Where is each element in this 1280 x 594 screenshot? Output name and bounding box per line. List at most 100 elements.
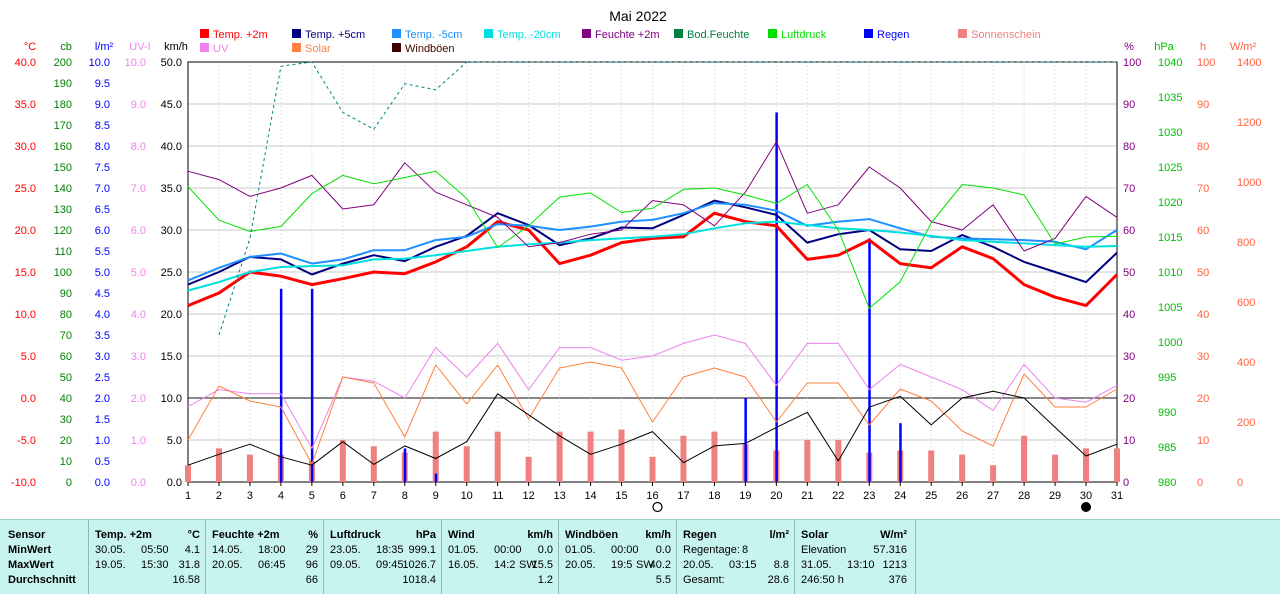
legend-label: Windböen bbox=[405, 43, 455, 55]
wind-avg-value: 1.2 bbox=[537, 574, 553, 586]
axis-label-temp: °C bbox=[24, 41, 36, 53]
legend-swatch bbox=[392, 29, 401, 38]
wind-min-date: 01.05. bbox=[448, 544, 479, 556]
tick-cb: 0 bbox=[66, 477, 72, 489]
wind-max-value: 15.5 bbox=[531, 559, 553, 571]
axis-label-sun: h bbox=[1200, 41, 1206, 53]
tick-day: 7 bbox=[371, 490, 377, 502]
legend-swatch bbox=[484, 29, 493, 38]
row-label-max: MaxWert bbox=[8, 559, 54, 571]
unit-solar: W/m² bbox=[880, 529, 907, 541]
tick-rain: 8.0 bbox=[95, 141, 110, 153]
tick-press: 990 bbox=[1158, 407, 1176, 419]
tick-solar: 1000 bbox=[1237, 177, 1261, 189]
sunshine-bar bbox=[1052, 454, 1059, 482]
tick-day: 22 bbox=[832, 490, 844, 502]
header-gust: Windböen bbox=[565, 529, 619, 541]
tick-hum: 50 bbox=[1123, 267, 1135, 279]
tick-uv: 10.0 bbox=[125, 57, 146, 69]
tick-cb: 110 bbox=[54, 246, 72, 258]
tick-day: 25 bbox=[925, 490, 937, 502]
tick-day: 9 bbox=[433, 490, 439, 502]
axis-label-hum: % bbox=[1124, 41, 1134, 53]
tick-cb: 120 bbox=[54, 225, 72, 237]
sunshine-bar bbox=[432, 431, 439, 482]
tick-day: 10 bbox=[461, 490, 473, 502]
series-wind-gestrichelt- bbox=[218, 61, 1117, 336]
stats-wind: Wind km/h 01.05. 00:00 0.0 16.05. 14:2 SW 15.5… bbox=[441, 520, 559, 594]
stats-sensor-col: Sensor MinWert MaxWert Durchschnitt bbox=[0, 520, 88, 594]
hum-max-value: 96 bbox=[305, 559, 318, 571]
tick-temp: 20.0 bbox=[15, 225, 36, 237]
tick-uv: 4.0 bbox=[131, 309, 146, 321]
tick-hum: 80 bbox=[1123, 141, 1135, 153]
tick-cb: 190 bbox=[54, 78, 72, 90]
tick-uv: 2.0 bbox=[131, 393, 146, 405]
temp-min-value: 4.1 bbox=[184, 544, 200, 556]
wind-max-date: 16.05. bbox=[448, 559, 479, 571]
tick-press: 1005 bbox=[1158, 302, 1182, 314]
series-windb-en bbox=[187, 390, 1118, 466]
wind-max-dir: SW bbox=[519, 559, 537, 571]
tick-rain: 9.0 bbox=[95, 99, 110, 111]
header-hum: Feuchte +2m bbox=[212, 529, 280, 541]
tick-temp: 40.0 bbox=[15, 57, 36, 69]
press-max-value: 1026.7 bbox=[402, 559, 436, 571]
tick-solar: 400 bbox=[1237, 357, 1255, 369]
tick-sun: 30 bbox=[1197, 351, 1209, 363]
press-min-time: 18:35 bbox=[376, 544, 404, 556]
legend-label: Temp. +2m bbox=[213, 29, 268, 41]
legend-label: Sonnenschein bbox=[971, 29, 1041, 41]
tick-day: 28 bbox=[1018, 490, 1030, 502]
press-min-date: 23.05. bbox=[330, 544, 361, 556]
stats-pressure: Luftdruck hPa 23.05. 18:35 999.1 09.05. 09:4… bbox=[323, 520, 442, 594]
legend: Temp. +2m Temp. +5cm Temp. -5cm Temp. -20cm… bbox=[200, 29, 1041, 55]
wind-min-value: 0.0 bbox=[537, 544, 553, 556]
sunshine-bar bbox=[711, 431, 718, 482]
hum-max-date: 20.05. bbox=[212, 559, 243, 571]
axis-label-rain: l/m² bbox=[95, 41, 114, 53]
solar-max-value: 1213 bbox=[882, 559, 907, 571]
sunshine-bar bbox=[649, 456, 656, 482]
solar-max-time: 13:10 bbox=[847, 559, 875, 571]
row-label-avg: Durchschnitt bbox=[8, 574, 76, 586]
tick-temp: 10.0 bbox=[15, 309, 36, 321]
rain-max-value: 8.8 bbox=[773, 559, 789, 571]
tick-day: 31 bbox=[1111, 490, 1123, 502]
legend-swatch bbox=[200, 29, 209, 38]
gust-max-date: 20.05. bbox=[565, 559, 596, 571]
series-temp-2m bbox=[187, 211, 1119, 308]
legend-swatch bbox=[674, 29, 683, 38]
statistics-panel: Sensor MinWert MaxWert Durchschnitt Temp… bbox=[0, 519, 1280, 594]
rain-bar bbox=[744, 398, 747, 482]
sunshine-bar bbox=[680, 435, 687, 482]
tick-day: 30 bbox=[1080, 490, 1092, 502]
tick-press: 985 bbox=[1158, 442, 1176, 454]
unit-rain: l/m² bbox=[769, 529, 789, 541]
solar-duration: 246:50 h bbox=[801, 574, 844, 586]
rain-bar bbox=[403, 448, 407, 482]
sunshine-bar bbox=[1083, 448, 1090, 482]
unit-hum: % bbox=[308, 529, 318, 541]
rain-bar bbox=[279, 288, 283, 482]
sunshine-bar bbox=[804, 440, 811, 482]
series-lines bbox=[187, 61, 1119, 466]
hum-min-date: 14.05. bbox=[212, 544, 243, 556]
tick-temp: 5.0 bbox=[21, 351, 36, 363]
tick-day: 16 bbox=[646, 490, 658, 502]
tick-cb: 50 bbox=[60, 372, 72, 384]
temp-max-date: 19.05. bbox=[95, 559, 126, 571]
tick-uv: 6.0 bbox=[131, 225, 146, 237]
header-press: Luftdruck bbox=[330, 529, 381, 541]
hum-min-value: 29 bbox=[305, 544, 318, 556]
tick-day: 13 bbox=[553, 490, 565, 502]
tick-day: 2 bbox=[216, 490, 222, 502]
tick-solar: 1200 bbox=[1237, 117, 1261, 129]
tick-press: 1010 bbox=[1158, 267, 1182, 279]
tick-day: 19 bbox=[739, 490, 751, 502]
sunshine-bar bbox=[587, 431, 594, 482]
tick-cb: 10 bbox=[60, 456, 72, 468]
rain-bar bbox=[899, 423, 902, 482]
tick-rain: 3.5 bbox=[95, 330, 110, 342]
temp-min-time: 05:50 bbox=[141, 544, 169, 556]
